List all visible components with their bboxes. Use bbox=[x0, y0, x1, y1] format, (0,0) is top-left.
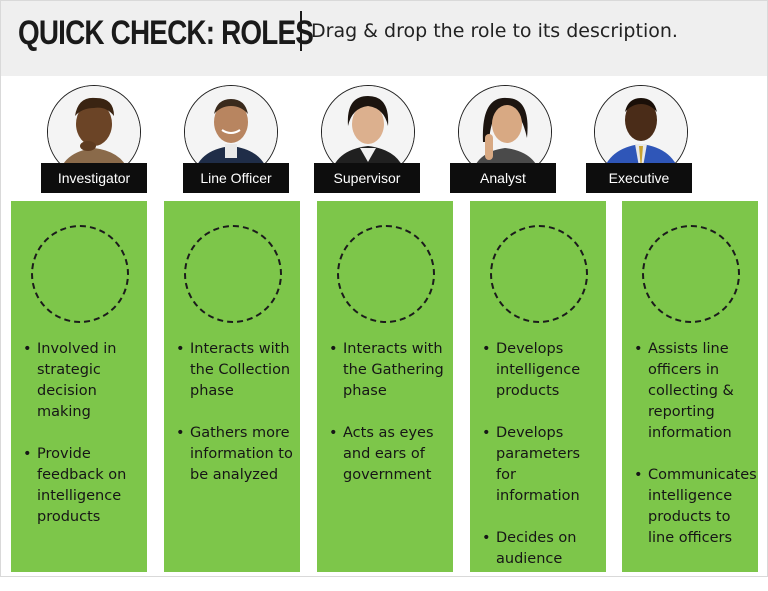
description-column-5: Assists line officers in collecting & re… bbox=[622, 201, 758, 572]
role-tag-line-officer[interactable]: Line Officer bbox=[183, 163, 289, 193]
description-bullet: Gathers more information to be analyzed bbox=[176, 423, 296, 486]
description-bullet: Develops intelligence products bbox=[482, 339, 602, 402]
drop-target-5[interactable] bbox=[642, 225, 740, 323]
instruction-text: Drag & drop the role to its description. bbox=[311, 20, 678, 42]
description-bullet: Provide feedback on intelligence product… bbox=[23, 444, 143, 528]
role-tag-investigator[interactable]: Investigator bbox=[41, 163, 147, 193]
description-list-1: Involved in strategic decision making Pr… bbox=[23, 339, 143, 549]
description-bullet: Communicates intelligence products to li… bbox=[634, 465, 757, 549]
description-bullet: Develops parameters for information bbox=[482, 423, 602, 507]
description-bullet: Assists line officers in collecting & re… bbox=[634, 339, 754, 444]
page-title: QUICK CHECK: ROLES bbox=[18, 14, 314, 52]
header-bar: QUICK CHECK: ROLES Drag & drop the role … bbox=[0, 0, 768, 76]
description-bullet: Interacts with the Gathering phase bbox=[329, 339, 449, 402]
title-divider bbox=[300, 11, 302, 51]
description-bullet: Involved in strategic decision making bbox=[23, 339, 143, 423]
role-tag-executive[interactable]: Executive bbox=[586, 163, 692, 193]
description-column-2: Interacts with the Collection phase Gath… bbox=[164, 201, 300, 572]
description-list-3: Interacts with the Gathering phase Acts … bbox=[329, 339, 449, 507]
description-column-4: Develops intelligence products Develops … bbox=[470, 201, 606, 572]
drop-target-3[interactable] bbox=[337, 225, 435, 323]
drop-target-4[interactable] bbox=[490, 225, 588, 323]
description-list-4: Develops intelligence products Develops … bbox=[482, 339, 602, 591]
role-tag-analyst[interactable]: Analyst bbox=[450, 163, 556, 193]
investigator-avatar bbox=[47, 85, 141, 179]
drop-target-1[interactable] bbox=[31, 225, 129, 323]
description-list-5: Assists line officers in collecting & re… bbox=[634, 339, 757, 570]
analyst-avatar bbox=[458, 85, 552, 179]
role-tag-supervisor[interactable]: Supervisor bbox=[314, 163, 420, 193]
description-bullet: Decides on audience bbox=[482, 528, 602, 570]
description-bullet: Acts as eyes and ears of government bbox=[329, 423, 449, 486]
description-list-2: Interacts with the Collection phase Gath… bbox=[176, 339, 296, 507]
description-column-3: Interacts with the Gathering phase Acts … bbox=[317, 201, 453, 572]
description-bullet: Interacts with the Collection phase bbox=[176, 339, 296, 402]
drop-target-2[interactable] bbox=[184, 225, 282, 323]
description-column-1: Involved in strategic decision making Pr… bbox=[11, 201, 147, 572]
